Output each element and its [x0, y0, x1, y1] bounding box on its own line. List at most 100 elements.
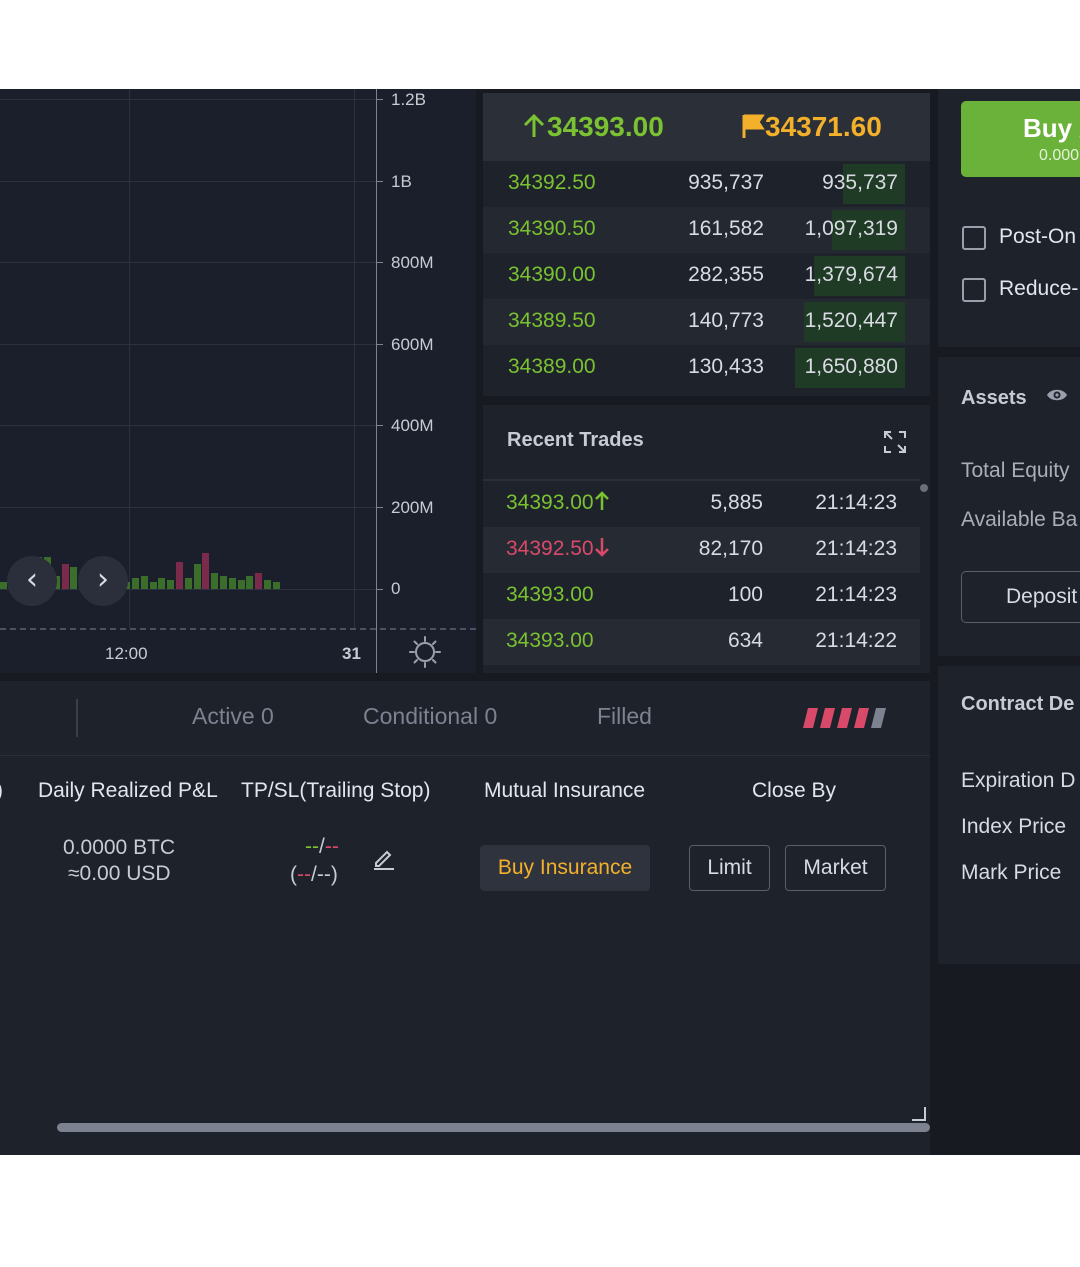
buy-insurance-button[interactable]: Buy Insurance: [480, 845, 650, 891]
flag-icon: [742, 114, 765, 138]
y-tick-mark: [377, 589, 383, 590]
y-axis-line: [376, 89, 377, 673]
y-tick-mark: [377, 425, 383, 426]
order-book-row[interactable]: 34390.50 161,582 1,097,319: [483, 207, 930, 253]
buy-long-button[interactable]: Buy / 0.000: [961, 101, 1080, 177]
volume-bar: [202, 553, 210, 589]
loading-stripes-icon: [803, 708, 886, 728]
volume-bar: [237, 580, 245, 589]
volume-bar: [149, 582, 157, 589]
y-tick-label: 1.2B: [391, 90, 426, 109]
grid-hline: [0, 181, 376, 182]
order-book-row[interactable]: 34390.00 282,355 1,379,674: [483, 253, 930, 299]
volume-bar: [220, 576, 227, 589]
y-tick-label: 400M: [391, 416, 434, 435]
assets-panel: Assets Total Equity Available Ba Deposit: [938, 357, 1080, 656]
expand-icon[interactable]: [883, 430, 907, 454]
trailing-rest: /--): [311, 863, 338, 886]
tab-active-orders[interactable]: Active 0: [192, 703, 274, 729]
volume-bar: [246, 576, 254, 589]
trade-price: 34393.00: [506, 491, 610, 515]
volume-bar: [61, 564, 69, 589]
trade-row[interactable]: 34393.00 634 21:14:22: [483, 619, 920, 665]
reduce-only-label: Reduce-: [999, 277, 1079, 300]
index-price-label: Index Price: [961, 815, 1067, 838]
deposit-button[interactable]: Deposit: [961, 571, 1080, 623]
y-tick-label: 200M: [391, 498, 434, 517]
mark-price-value: 34371.60: [765, 111, 882, 142]
volume-bar: [264, 580, 271, 589]
buy-button-label: Buy /: [1023, 113, 1080, 143]
trade-row[interactable]: 34393.00 100 21:14:23: [483, 573, 920, 619]
trade-row[interactable]: 34393.00 5,885 21:14:23: [483, 481, 920, 527]
chart-next-button[interactable]: ›: [78, 556, 128, 606]
tab-conditional-orders[interactable]: Conditional 0: [363, 703, 498, 729]
bid-total: 1,097,319: [804, 217, 898, 240]
trade-price: 34393.00: [506, 583, 594, 606]
column-header-insurance: Mutual Insurance: [484, 779, 646, 802]
grid-vline: [354, 89, 355, 628]
eye-icon[interactable]: [1046, 387, 1068, 403]
volume-bar: [228, 578, 236, 589]
x-tick-label: 12:00: [105, 644, 148, 663]
mark-price-label: Mark Price: [961, 861, 1062, 884]
y-tick-mark: [377, 99, 383, 100]
scrollbar-thumb[interactable]: [920, 484, 928, 492]
volume-bar: [70, 567, 78, 589]
chart-plot-area[interactable]: [0, 89, 376, 628]
trade-qty: 82,170: [698, 537, 763, 560]
bid-price: 34392.50: [508, 171, 596, 194]
depth-bar: [832, 210, 905, 250]
trade-qty: 634: [727, 629, 763, 652]
order-entry-panel: Buy / 0.000 Post-On Reduce-: [938, 89, 1080, 347]
trade-time: 21:14:23: [815, 491, 897, 514]
resize-corner-icon[interactable]: [912, 1107, 926, 1121]
close-limit-button[interactable]: Limit: [689, 845, 770, 891]
depth-bar: [804, 302, 905, 342]
volume-bar: [132, 578, 139, 589]
edit-pencil-icon[interactable]: [372, 847, 396, 871]
grid-hline: [0, 262, 376, 263]
horizontal-scrollbar[interactable]: [57, 1123, 930, 1132]
tab-filled[interactable]: Filled: [597, 703, 652, 729]
trade-time: 21:14:23: [815, 537, 897, 560]
trade-qty: 100: [727, 583, 763, 606]
arrow-down-icon: [594, 538, 609, 557]
trade-qty: 5,885: [710, 491, 763, 514]
settings-gear-icon[interactable]: [408, 635, 442, 669]
mark-price: 34371.60: [741, 111, 882, 143]
order-book-row[interactable]: 34389.50 140,773 1,520,447: [483, 299, 930, 345]
price-chart[interactable]: 1.2B 1B 800M 600M 400M 200M 0 12:00 31 ‹…: [0, 89, 476, 673]
order-book-header: 34393.00 34371.60: [483, 93, 930, 161]
bid-total: 935,737: [822, 171, 898, 194]
post-only-checkbox[interactable]: [962, 226, 986, 250]
arrow-up-icon: [523, 113, 545, 137]
chart-prev-button[interactable]: ‹: [7, 556, 57, 606]
order-book-row[interactable]: 34389.00 130,433 1,650,880: [483, 345, 930, 391]
volume-bar: [140, 576, 148, 589]
contract-details-title: Contract De: [961, 693, 1075, 715]
tpsl-separator: /: [319, 835, 325, 858]
x-axis-line: [0, 628, 476, 630]
trailing-stop-value: (--/--): [290, 863, 338, 887]
close-market-button[interactable]: Market: [785, 845, 886, 891]
trade-time: 21:14:23: [815, 583, 897, 606]
y-tick-mark: [377, 344, 383, 345]
depth-bar: [795, 348, 905, 388]
order-book-row[interactable]: 34392.50 935,737 935,737: [483, 161, 930, 207]
trailing-a: --: [297, 863, 311, 886]
bid-price: 34389.00: [508, 355, 596, 378]
volume-bar: [0, 582, 7, 589]
volume-bar: [176, 562, 183, 589]
column-header-daily-pnl: Daily Realized P&L: [38, 779, 218, 802]
y-tick-label: 0: [391, 579, 401, 598]
volume-bar: [167, 580, 175, 589]
trade-time: 21:14:22: [815, 629, 897, 652]
bid-size: 935,737: [688, 171, 764, 194]
available-balance-label: Available Ba: [961, 508, 1078, 531]
divider: [0, 755, 930, 756]
last-price: 34393.00: [521, 111, 664, 143]
reduce-only-checkbox[interactable]: [962, 278, 986, 302]
trade-row[interactable]: 34392.50 82,170 21:14:23: [483, 527, 920, 573]
bid-price: 34390.50: [508, 217, 596, 240]
